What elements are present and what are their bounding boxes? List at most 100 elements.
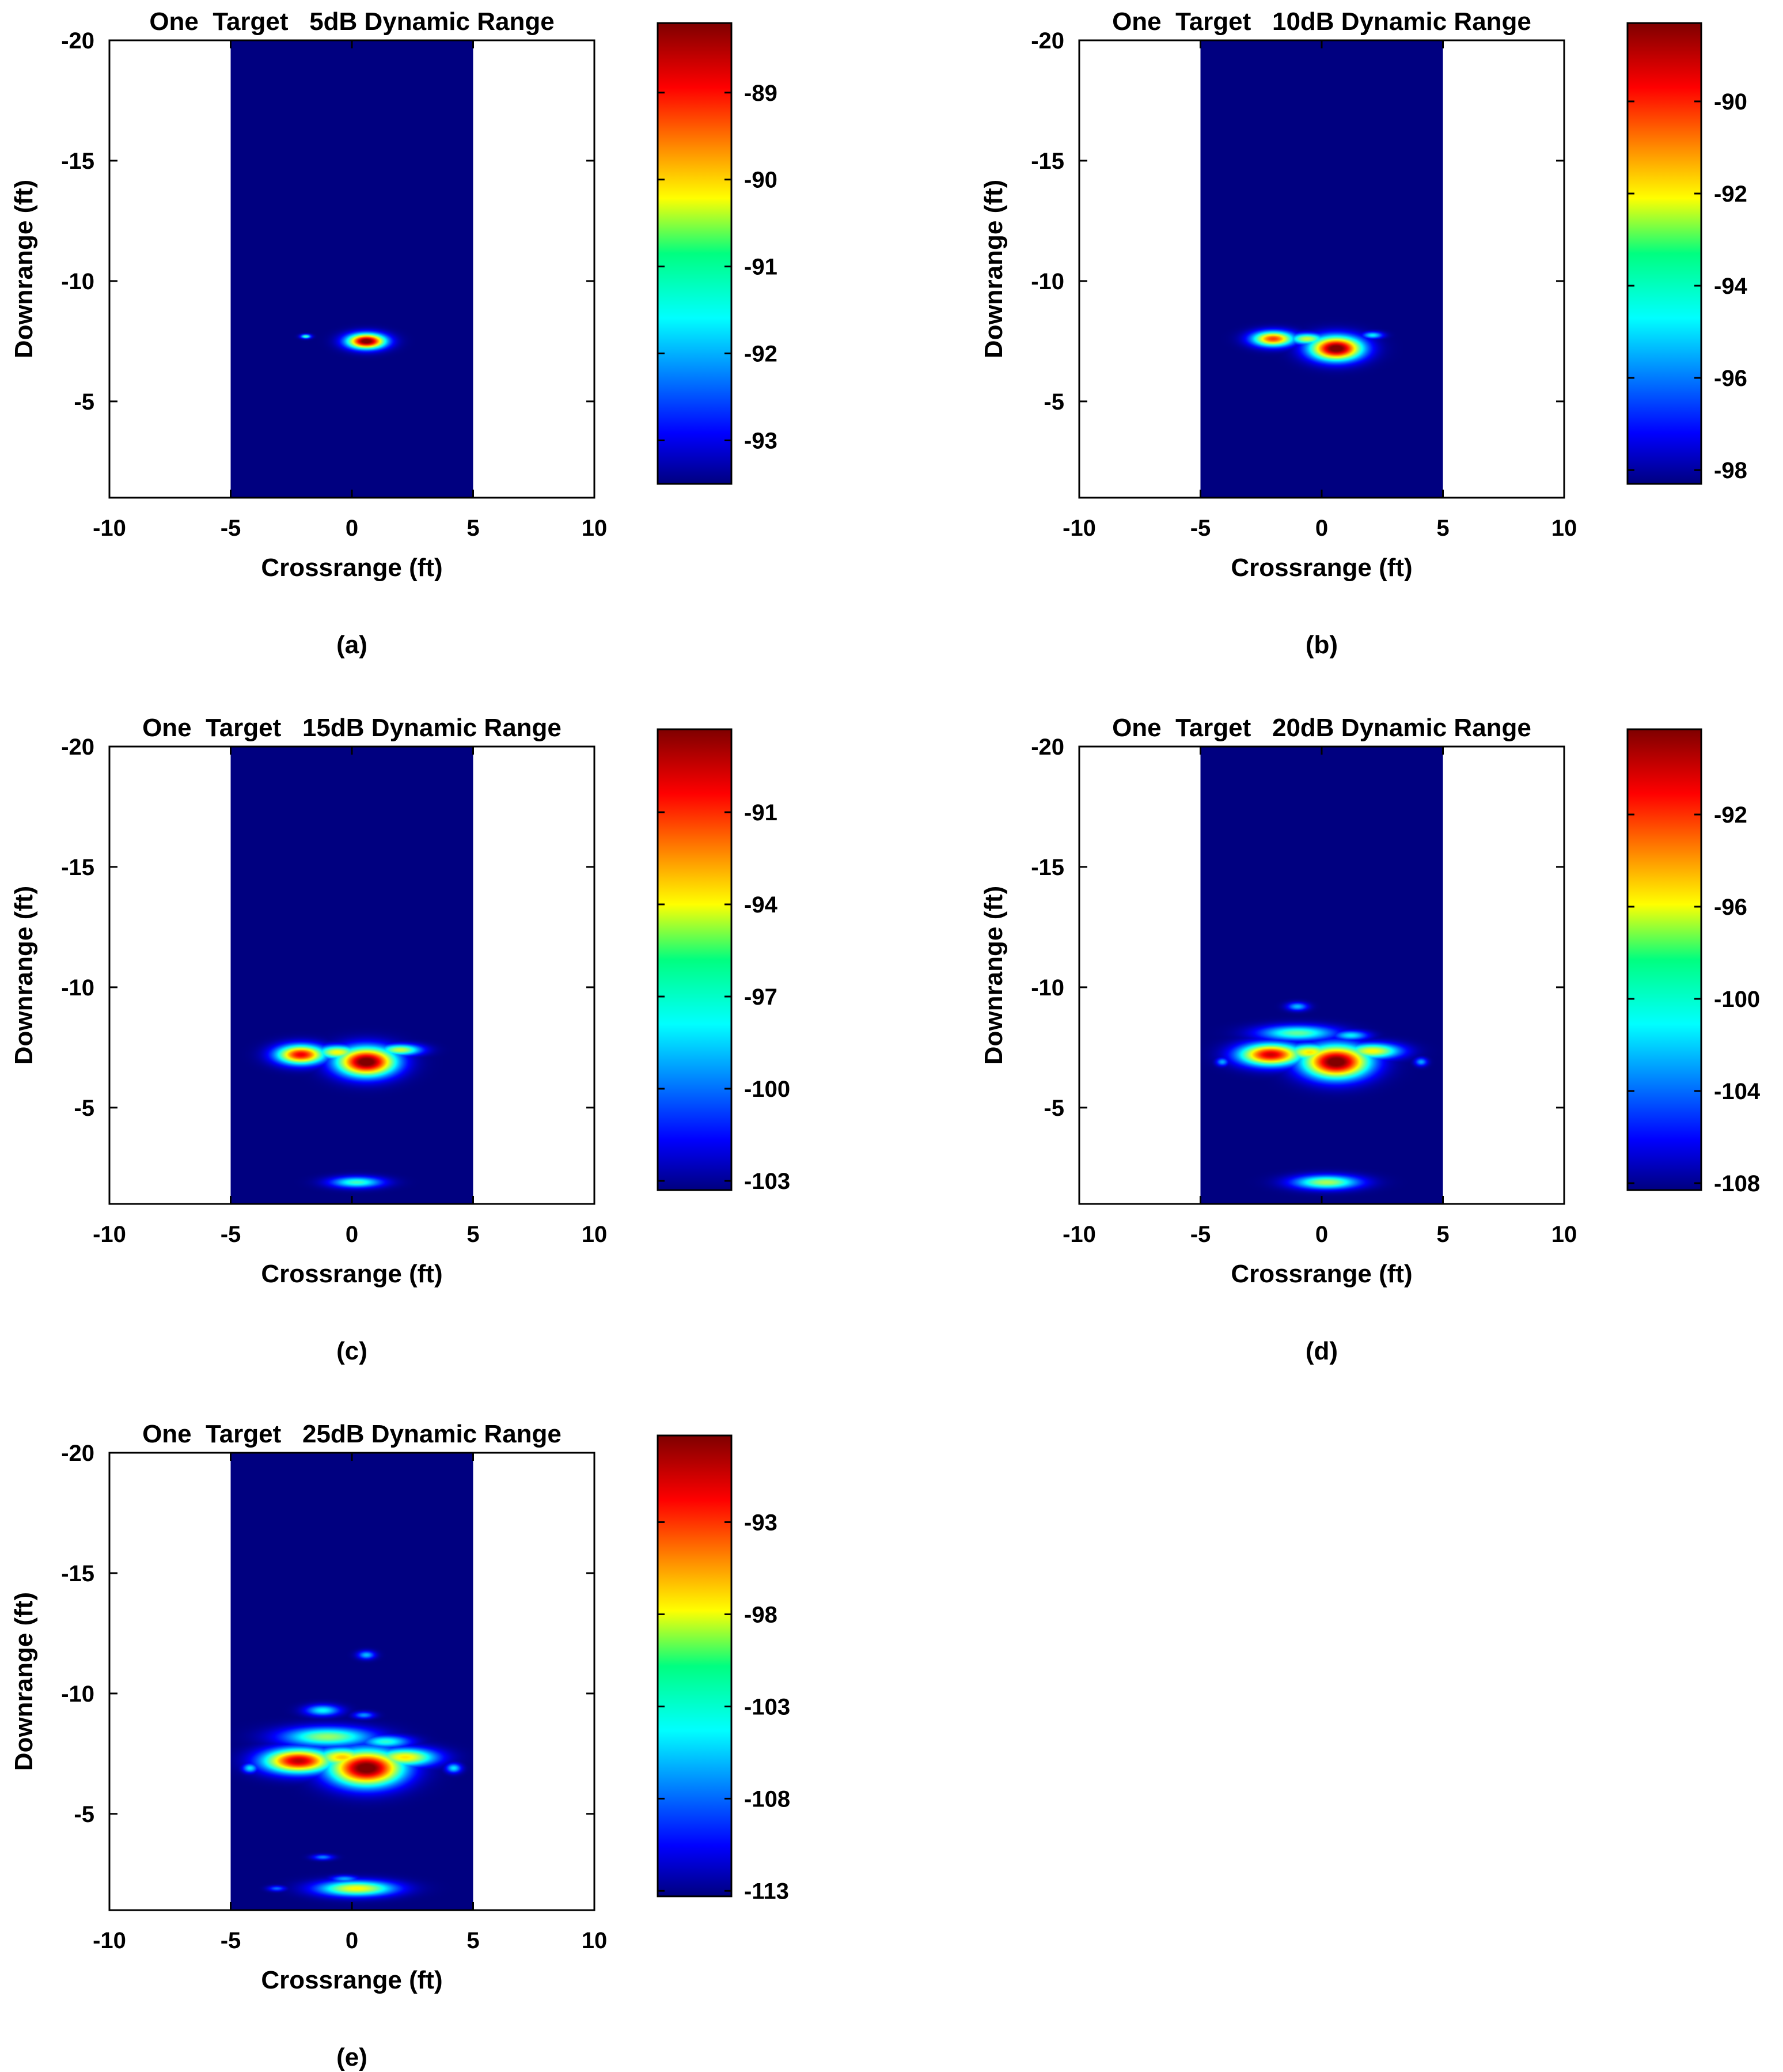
colorbar-tick-label: -91 (744, 255, 777, 280)
y-tick-label: -15 (1031, 149, 1064, 174)
x-tick-label: 0 (1315, 1222, 1328, 1247)
y-tick-label: -5 (74, 1096, 94, 1121)
x-tick-label: 5 (466, 1222, 479, 1247)
chart-title: One Target 20dB Dynamic Range (1112, 714, 1531, 742)
colorbar-tick-label: -98 (744, 1602, 777, 1627)
y-tick-label: -10 (61, 1681, 94, 1707)
y-axis-label: Downrange (ft) (10, 1592, 38, 1771)
x-axis-label: Crossrange (ft) (1231, 1260, 1412, 1288)
colorbar-tick-label: -94 (744, 892, 778, 918)
colorbar-tick-label: -113 (744, 1878, 789, 1904)
panel-b: One Target 10dB Dynamic Range -10 -5 0 5 10 -2… (980, 7, 1748, 659)
y-tick-label: -5 (1044, 1096, 1064, 1121)
colorbar-frame (657, 728, 733, 1191)
x-tick-label: -10 (93, 516, 126, 541)
colorbar-tick-label: -100 (1714, 987, 1760, 1012)
x-tick-label: 5 (466, 1928, 479, 1953)
panel-a: One Target 5dB Dynamic Range -10 -5 0 5 10 -20… (10, 7, 777, 659)
x-tick-label: -5 (221, 1222, 241, 1247)
colorbar-gradient (1628, 23, 1701, 484)
heatmap-image (1200, 747, 1443, 1204)
x-tick-label: 0 (346, 1222, 358, 1247)
heatmap-image (1200, 40, 1443, 498)
colorbar-gradient (658, 23, 731, 484)
x-tick-label: 10 (582, 1928, 608, 1953)
x-axis-label: Crossrange (ft) (261, 554, 442, 582)
y-axis-label: Downrange (ft) (10, 886, 38, 1065)
panel-caption: (b) (1306, 631, 1338, 659)
colorbar-tick-label: -93 (744, 429, 777, 454)
panel-caption: (c) (336, 1337, 367, 1365)
colorbar-tick-label: -103 (744, 1694, 790, 1719)
y-tick-label: -10 (1031, 269, 1064, 294)
colorbar-tick-label: -94 (1714, 274, 1748, 299)
colorbar-tick-label: -91 (744, 800, 777, 825)
colorbar-tick-label: -108 (744, 1786, 790, 1812)
y-tick-label: -10 (61, 975, 94, 1001)
panel-caption: (d) (1306, 1337, 1338, 1365)
y-tick-label: -20 (61, 1441, 94, 1466)
colorbar-tick-label: -90 (1714, 89, 1747, 115)
colorbar-gradient (658, 1435, 731, 1896)
heatmap-image (230, 747, 473, 1204)
colorbar-tick-label: -103 (744, 1169, 790, 1194)
chart-title: One Target 5dB Dynamic Range (149, 7, 554, 36)
x-tick-label: 0 (346, 1928, 358, 1953)
x-tick-label: -10 (93, 1222, 126, 1247)
colorbar-tick-label: -97 (744, 984, 777, 1010)
colorbar-tick-label: -92 (1714, 802, 1747, 828)
y-tick-label: -5 (1044, 389, 1064, 415)
y-tick-label: -5 (74, 1802, 94, 1827)
colorbar-frame (1626, 22, 1702, 485)
heatmap-image (230, 1453, 473, 1910)
panel-caption: (e) (336, 2043, 367, 2071)
colorbar-tick-label: -96 (1714, 366, 1747, 391)
x-tick-label: -5 (221, 516, 241, 541)
x-tick-label: -10 (1063, 1222, 1096, 1247)
colorbar-tick-label: -89 (744, 81, 777, 106)
colorbar-frame (1626, 728, 1702, 1191)
y-tick-label: -15 (61, 855, 94, 880)
y-axis-label: Downrange (ft) (10, 180, 38, 358)
chart-title: One Target 25dB Dynamic Range (142, 1420, 562, 1448)
colorbar-tick-label: -108 (1714, 1171, 1760, 1196)
panel-d: One Target 20dB Dynamic Range -10 -5 0 5 10 -2… (980, 714, 1761, 1365)
x-tick-label: 10 (1551, 516, 1577, 541)
panel-caption: (a) (336, 631, 367, 659)
y-tick-label: -20 (61, 28, 94, 54)
panel-e: One Target 25dB Dynamic Range -10 -5 0 5 10 -2… (10, 1420, 790, 2071)
x-tick-label: 10 (1551, 1222, 1577, 1247)
y-tick-label: -15 (61, 149, 94, 174)
colorbar-tick-label: -98 (1714, 458, 1747, 483)
heatmap-image (230, 40, 473, 498)
x-axis-label: Crossrange (ft) (261, 1966, 442, 1994)
colorbar-tick-label: -92 (1714, 181, 1747, 207)
colorbar-tick-label: -93 (744, 1510, 777, 1535)
x-tick-label: 0 (346, 516, 358, 541)
y-tick-label: -5 (74, 389, 94, 415)
colorbar-frame (657, 1434, 733, 1897)
y-axis-label: Downrange (ft) (980, 180, 1008, 358)
colorbar-gradient (1628, 729, 1701, 1190)
y-tick-label: -15 (1031, 855, 1064, 880)
colorbar-frame (657, 22, 733, 485)
x-tick-label: 5 (466, 516, 479, 541)
x-tick-label: 10 (582, 516, 608, 541)
colorbar-gradient (658, 729, 731, 1190)
x-tick-label: 0 (1315, 516, 1328, 541)
y-tick-label: -20 (1031, 734, 1064, 760)
x-tick-label: -5 (221, 1928, 241, 1953)
y-tick-label: -15 (61, 1561, 94, 1586)
x-tick-label: -5 (1190, 516, 1211, 541)
y-tick-label: -20 (61, 734, 94, 760)
x-tick-label: -5 (1190, 1222, 1211, 1247)
chart-title: One Target 10dB Dynamic Range (1112, 7, 1531, 36)
y-axis-label: Downrange (ft) (980, 886, 1008, 1065)
x-tick-label: -10 (93, 1928, 126, 1953)
colorbar-tick-label: -96 (1714, 895, 1747, 920)
colorbar-tick-label: -90 (744, 168, 777, 193)
chart-title: One Target 15dB Dynamic Range (142, 714, 562, 742)
panel-c: One Target 15dB Dynamic Range -10 -5 0 5 10 -2… (10, 714, 790, 1365)
colorbar-tick-label: -100 (744, 1077, 790, 1102)
